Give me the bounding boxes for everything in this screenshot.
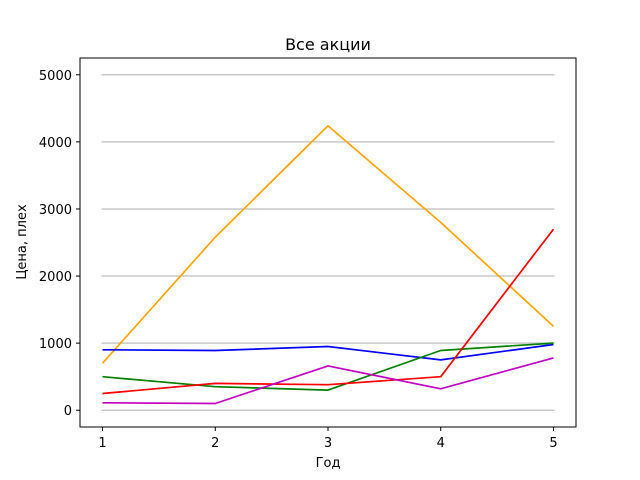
- x-axis-ticks: 1 2 3 4 5: [98, 427, 558, 451]
- y-axis-ticks: 0 1000 2000 3000 4000 5000: [39, 69, 80, 419]
- x-tick-label: 4: [437, 436, 445, 451]
- x-tick-label: 3: [324, 436, 332, 451]
- series-line-4: [102, 228, 555, 395]
- y-tick-label: 5000: [39, 69, 72, 84]
- series-line-1: [101, 124, 555, 364]
- series-lines: [101, 124, 555, 405]
- x-tick-label: 2: [211, 436, 219, 451]
- chart-title: Все акции: [285, 35, 371, 54]
- y-tick-label: 1000: [39, 337, 72, 352]
- y-tick-label: 3000: [39, 203, 72, 218]
- x-tick-label: 1: [98, 436, 106, 451]
- x-tick-label: 5: [549, 436, 557, 451]
- y-axis-label: Цена, плех: [15, 204, 30, 280]
- x-axis-label: Год: [316, 456, 341, 471]
- y-tick-label: 4000: [39, 136, 72, 151]
- grid-lines: [101, 74, 555, 411]
- y-tick-label: 2000: [39, 270, 72, 285]
- series-line-2: [102, 343, 554, 361]
- y-tick-label: 0: [64, 404, 72, 419]
- series-line-5: [102, 357, 554, 405]
- series-line-3: [102, 342, 554, 391]
